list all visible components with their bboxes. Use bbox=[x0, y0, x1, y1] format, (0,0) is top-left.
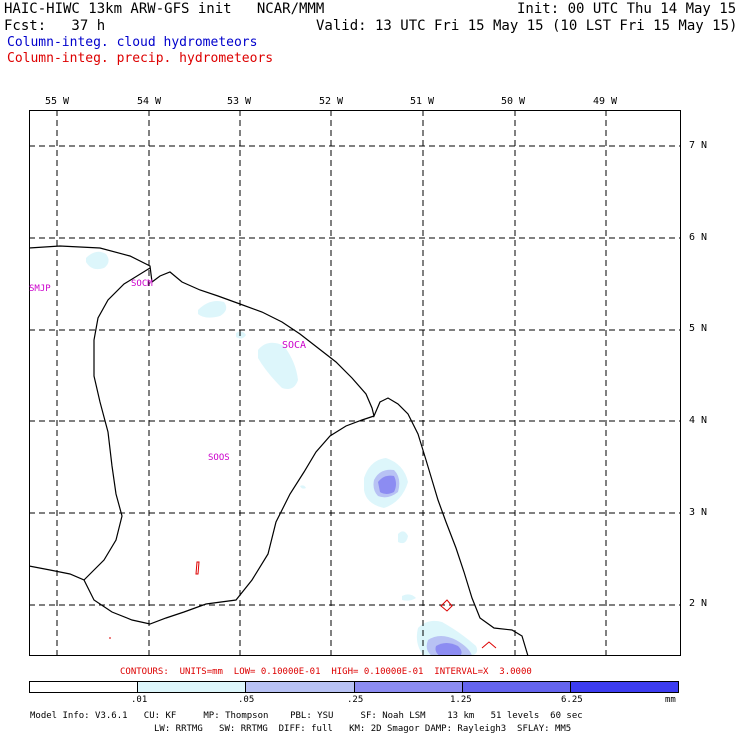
cloud-patch bbox=[258, 342, 298, 389]
coastlines bbox=[29, 245, 529, 656]
lon-label: 53 W bbox=[227, 96, 252, 107]
coastline bbox=[29, 245, 529, 656]
colorbar bbox=[29, 681, 679, 693]
lon-label: 52 W bbox=[319, 96, 344, 107]
colorbar-unit-label: mm bbox=[665, 695, 676, 705]
border bbox=[83, 267, 151, 581]
lat-label: 6 N bbox=[689, 232, 708, 243]
cloud-patch bbox=[378, 475, 396, 494]
lat-label: 4 N bbox=[689, 415, 708, 426]
colorbar-tick-label: .05 bbox=[238, 695, 255, 705]
cloud-patch bbox=[402, 594, 416, 601]
colorbar-tick-label: 6.25 bbox=[561, 695, 583, 705]
colorbar-tick-label: .25 bbox=[347, 695, 364, 705]
valid-time: Valid: 13 UTC Fri 15 May 15 (10 LST Fri … bbox=[316, 18, 738, 34]
cloud-patch bbox=[236, 331, 246, 339]
station-label-soos: SOOS bbox=[208, 453, 230, 463]
lon-label: 49 W bbox=[593, 96, 618, 107]
lon-label: 54 W bbox=[137, 96, 162, 107]
colorbar-swatch bbox=[246, 682, 355, 692]
footer-model-info-2: LW: RRTMG SW: RRTMG DIFF: full KM: 2D Sm… bbox=[154, 724, 572, 734]
lat-label: 3 N bbox=[689, 507, 708, 518]
lon-label: 51 W bbox=[410, 96, 435, 107]
init-time: Init: 00 UTC Thu 14 May 15 bbox=[517, 1, 737, 17]
colorbar-swatch bbox=[462, 682, 571, 692]
cloud-patch bbox=[398, 531, 408, 544]
colorbar-swatch bbox=[138, 682, 247, 692]
contours-info: CONTOURS: UNITS=mm LOW= 0.10000E-01 HIGH… bbox=[120, 667, 532, 677]
precip-contour bbox=[195, 561, 200, 575]
lat-lon-grid bbox=[29, 110, 681, 656]
colorbar-tick-label: 1.25 bbox=[450, 695, 472, 705]
station-label-soca: SOCA bbox=[282, 340, 307, 351]
colorbar-swatch bbox=[354, 682, 463, 692]
lat-label: 2 N bbox=[689, 598, 708, 609]
cloud-patch bbox=[300, 485, 306, 489]
cloud-shading-high bbox=[378, 475, 462, 656]
colorbar-swatch bbox=[570, 682, 679, 692]
legend-cloud-hydrometeors: Column-integ. cloud hydrometeors bbox=[7, 35, 258, 50]
lat-label: 7 N bbox=[689, 140, 708, 151]
lat-label: 5 N bbox=[689, 323, 708, 334]
precip-contours bbox=[109, 561, 497, 649]
station-label-socm: SOCM bbox=[131, 279, 153, 289]
footer-model-info: Model Info: V3.6.1 CU: KF MP: Thompson P… bbox=[30, 711, 583, 721]
colorbar-swatch bbox=[30, 682, 139, 692]
legend-precip-hydrometeors: Column-integ. precip. hydrometeors bbox=[7, 51, 274, 66]
lon-label: 55 W bbox=[45, 96, 70, 107]
lon-label: 50 W bbox=[501, 96, 526, 107]
forecast-hour: Fcst: 37 h bbox=[4, 18, 106, 34]
colorbar-tick-label: .01 bbox=[131, 695, 148, 705]
station-label-smjp: SMJP bbox=[29, 284, 51, 294]
border bbox=[29, 415, 375, 625]
precip-contour bbox=[440, 599, 453, 612]
cloud-patch bbox=[198, 301, 227, 318]
cloud-patch bbox=[86, 251, 109, 270]
map-frame bbox=[29, 110, 681, 656]
precip-contour bbox=[481, 641, 497, 649]
title-left: HAIC-HIWC 13km ARW-GFS init NCAR/MMM bbox=[4, 1, 325, 17]
cloud-patch bbox=[435, 643, 462, 656]
